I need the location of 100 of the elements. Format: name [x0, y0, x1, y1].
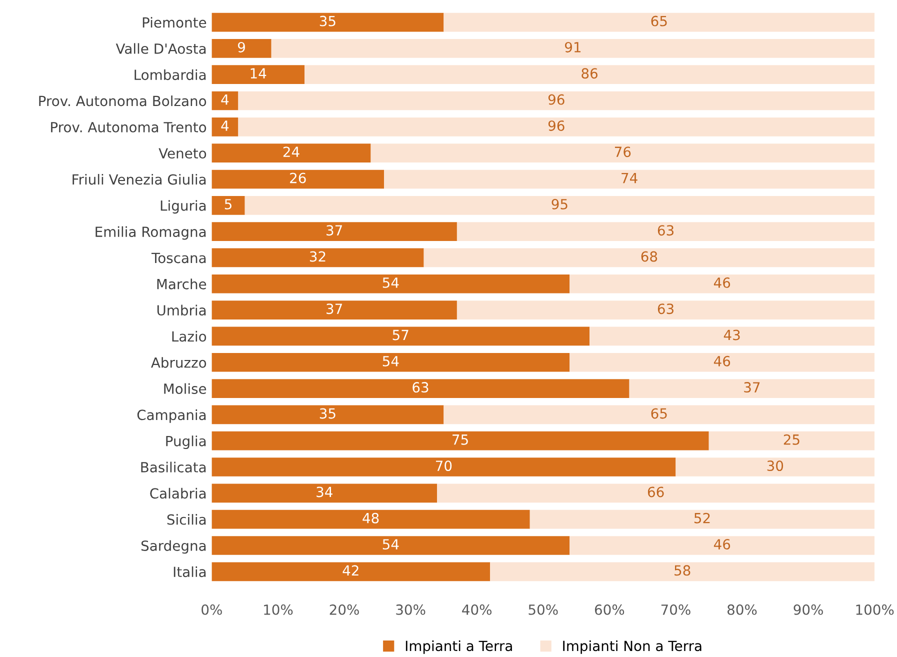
x-tick-label: 20% — [330, 604, 359, 615]
data-label: 63 — [412, 382, 428, 393]
data-label: 54 — [382, 356, 399, 366]
bar — [238, 118, 875, 136]
bar — [212, 39, 272, 58]
data-label: 68 — [641, 251, 658, 262]
y-tick-label: Piemonte — [142, 17, 206, 28]
bar — [212, 144, 371, 162]
bar — [212, 536, 570, 555]
y-tick-label: Toscana — [151, 252, 206, 264]
data-label: 52 — [694, 512, 710, 524]
legend-label: Impianti a Terra — [406, 640, 512, 654]
y-tick-label: Puglia — [166, 436, 206, 450]
x-tick-label: 0% — [202, 604, 222, 615]
y-tick-label: Sardegna — [141, 540, 206, 554]
bar — [530, 510, 875, 529]
bar — [444, 405, 875, 424]
y-tick-label: Emilia Romagna — [96, 226, 206, 240]
y-tick-label: Prov. Autonoma Trento — [51, 122, 206, 132]
data-label: 37 — [744, 382, 760, 393]
x-tick-label: 80% — [728, 604, 757, 615]
bar — [490, 562, 875, 582]
bar — [456, 222, 875, 241]
x-tick-label: 70% — [661, 604, 690, 615]
bar — [212, 12, 444, 32]
y-tick-label: Abruzzo — [151, 357, 206, 368]
bar — [212, 118, 238, 136]
data-label: 9 — [238, 42, 245, 52]
data-label: 58 — [674, 565, 690, 576]
data-label: 37 — [326, 225, 342, 236]
y-tick-label: Umbria — [157, 304, 206, 316]
y-tick-label: Lazio — [172, 330, 206, 342]
data-label: 4 — [221, 94, 229, 105]
bar — [212, 431, 709, 450]
bar — [212, 248, 424, 268]
bar — [676, 458, 875, 476]
data-label: 42 — [342, 565, 358, 576]
y-tick-label: Friuli Venezia Giulia — [72, 174, 206, 185]
data-label: 54 — [382, 278, 399, 288]
bar — [212, 405, 444, 424]
data-label: 66 — [648, 486, 664, 498]
bar — [212, 484, 438, 503]
x-tick-label: 60% — [594, 604, 624, 615]
x-tick-label: 100% — [856, 604, 894, 615]
bar — [437, 484, 875, 503]
data-label: 75 — [452, 434, 468, 445]
bar — [212, 379, 630, 398]
y-tick-label: Prov. Autonoma Bolzano — [39, 95, 206, 106]
bar — [212, 222, 457, 241]
bar — [304, 65, 875, 84]
x-tick-label: 50% — [528, 604, 558, 615]
bar — [212, 326, 590, 346]
data-label: 25 — [784, 434, 800, 445]
data-label: 96 — [548, 94, 564, 105]
y-tick-label: Liguria — [160, 200, 206, 214]
data-label: 48 — [362, 512, 379, 524]
data-label: 35 — [320, 16, 336, 26]
bar — [212, 510, 530, 529]
data-label: 65 — [651, 16, 667, 26]
data-label: 57 — [392, 330, 408, 340]
data-label: 63 — [658, 304, 674, 314]
bar — [570, 352, 875, 372]
y-tick-label: Campania — [137, 409, 206, 423]
data-label: 95 — [552, 198, 568, 210]
data-label: 86 — [582, 68, 598, 79]
bar — [212, 170, 384, 189]
bar — [212, 91, 238, 110]
data-label: 30 — [767, 460, 784, 472]
data-label: 43 — [724, 330, 740, 340]
bar — [271, 39, 875, 58]
y-tick-label: Valle D'Aosta — [116, 43, 206, 54]
y-tick-label: Veneto — [158, 148, 206, 159]
data-label: 46 — [714, 356, 730, 366]
x-tick-label: 90% — [794, 604, 823, 615]
data-label: 91 — [565, 42, 581, 52]
y-tick-label: Lombardia — [134, 69, 206, 80]
bar — [590, 326, 875, 346]
y-tick-label: Calabria — [150, 488, 206, 499]
bar — [570, 274, 875, 294]
data-label: 14 — [250, 68, 266, 78]
data-label: 46 — [714, 539, 730, 550]
y-tick-label: Italia — [174, 566, 206, 578]
bar — [212, 196, 245, 215]
data-label: 54 — [382, 539, 399, 550]
data-label: 96 — [548, 120, 564, 131]
bar — [212, 300, 457, 320]
data-label: 74 — [622, 172, 638, 184]
bar — [629, 379, 875, 398]
bar — [708, 431, 875, 450]
y-tick-label: Molise — [164, 383, 206, 394]
bar — [244, 196, 875, 215]
data-label: 76 — [614, 146, 631, 158]
data-label: 37 — [326, 304, 342, 314]
bar — [456, 300, 875, 320]
data-label: 35 — [320, 408, 336, 419]
data-label: 70 — [436, 460, 452, 472]
bar — [212, 458, 676, 476]
bar — [444, 12, 875, 32]
data-label: 63 — [658, 225, 674, 236]
data-label: 5 — [224, 199, 232, 210]
